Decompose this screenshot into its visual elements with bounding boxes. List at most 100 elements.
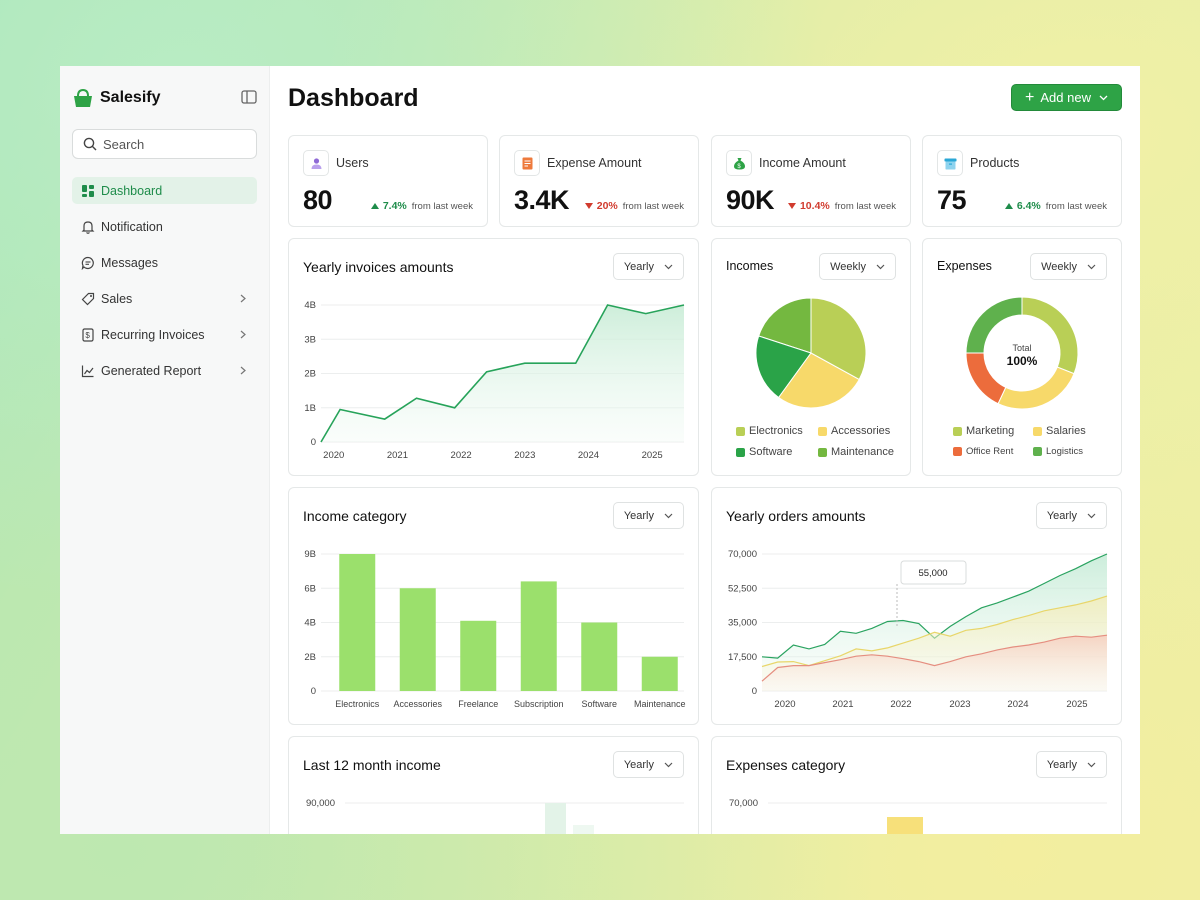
card-title: Incomes: [726, 259, 774, 273]
legend-swatch: [953, 426, 962, 436]
pie-slice: [755, 335, 812, 399]
legend-label: Maintenance: [831, 446, 894, 458]
incomes-card: Incomes Weekly Electronics Accessories S…: [711, 238, 911, 476]
legend-swatch: [953, 447, 962, 456]
series-line: [761, 595, 1108, 668]
search-input[interactable]: [103, 136, 243, 152]
pie-slice: [810, 297, 867, 381]
sidebar-item-messages[interactable]: Messages: [72, 249, 257, 276]
period-dropdown[interactable]: Yearly: [612, 253, 684, 280]
x-tick-label: 2024: [578, 450, 599, 461]
sidebar-item-label: Messages: [101, 255, 158, 270]
x-tick-label: 2023: [514, 450, 535, 461]
legend-label: Salaries: [1046, 425, 1086, 437]
income-category-card: Income category Yearly 0 2B 4B 6B 9B Electron…: [288, 487, 699, 725]
yearly-orders-card: Yearly orders amounts Yearly 0 17,500 35,0…: [711, 487, 1122, 725]
chevron-down-icon: [1099, 95, 1108, 100]
stat-card-products: Products 75 6.4% from last week: [922, 135, 1122, 227]
stat-value: 3.4K: [514, 185, 570, 215]
sidebar-item-sales[interactable]: Sales: [72, 285, 257, 312]
brand[interactable]: Salesify: [72, 84, 257, 112]
area-fill: [762, 635, 1107, 691]
legend-label: Accessories: [831, 425, 891, 437]
chevron-right-icon: [240, 330, 246, 339]
pie-slice: [965, 352, 1007, 405]
stat-delta: 10.4% from last week: [787, 200, 896, 212]
chevron-right-icon: [240, 366, 246, 375]
bar: [581, 622, 618, 691]
sidebar-item-dashboard[interactable]: Dashboard: [72, 177, 257, 204]
legend-item: Salaries: [1033, 425, 1086, 437]
x-tick-label: 2020: [323, 450, 344, 461]
card-title: Expenses category: [726, 757, 846, 773]
stat-delta: 20% from last week: [584, 200, 684, 212]
yearly-invoices-chart: 0 1B 2B 3B 4B 2020 2021 2022 2023 2024 2025: [304, 300, 685, 461]
pie-slice: [1021, 296, 1079, 375]
sidebar-item-label: Generated Report: [101, 363, 202, 378]
x-tick-label: 2020: [774, 699, 795, 710]
sidebar-collapse-icon[interactable]: [241, 90, 257, 104]
x-tick-label: Subscription: [514, 699, 564, 709]
y-tick-label: 70,000: [728, 549, 757, 560]
x-tick-label: Freelance: [458, 699, 498, 709]
legend-swatch: [736, 447, 745, 457]
grid-icon: [82, 184, 94, 197]
triangle-up-icon: [1004, 203, 1013, 209]
brand-name: Salesify: [100, 89, 161, 106]
expenses-category-chart: 70,000: [729, 798, 1107, 834]
legend-item: Electronics: [736, 425, 803, 437]
y-tick-label: 90,000: [306, 798, 335, 809]
stat-card-income-amount: $ Income Amount 90K 10.4% from last week: [711, 135, 911, 227]
stat-value: 75: [937, 185, 967, 215]
period-dropdown[interactable]: Yearly: [1035, 751, 1107, 778]
legend-label: Software: [749, 446, 793, 458]
y-tick-label: 70,000: [729, 798, 758, 809]
period-dropdown[interactable]: Weekly: [819, 253, 896, 280]
search-icon: [83, 137, 97, 151]
sidebar-item-notification[interactable]: Notification: [72, 213, 257, 240]
period-dropdown[interactable]: Yearly: [612, 502, 684, 529]
triangle-down-icon: [584, 203, 593, 209]
legend-swatch: [1033, 426, 1042, 436]
x-tick-label: 2024: [1007, 699, 1028, 710]
pie-slice: [758, 297, 812, 354]
stat-delta: 6.4% from last week: [1004, 200, 1107, 212]
period-dropdown[interactable]: Yearly: [1035, 502, 1107, 529]
bar: [641, 656, 678, 691]
add-new-label: Add new: [1040, 90, 1091, 105]
legend-item: Maintenance: [818, 446, 894, 458]
y-tick-label: 1B: [304, 403, 316, 414]
bar: [460, 620, 497, 691]
yearly-invoices-card: Yearly invoices amounts Yearly 0 1B 2B 3B 4B…: [288, 238, 699, 476]
period-dropdown[interactable]: Weekly: [1030, 253, 1107, 280]
y-tick-label: 9B: [304, 549, 316, 560]
dropdown-value: Weekly: [1041, 260, 1077, 273]
app-window: Salesify Dashboard: [60, 66, 1140, 834]
invoice-icon: $: [82, 327, 94, 342]
tooltip-value: 55,000: [918, 568, 947, 579]
legend-label: Logistics: [1046, 446, 1083, 457]
dropdown-value: Yearly: [1046, 758, 1077, 771]
legend-swatch: [1033, 447, 1042, 456]
bar: [545, 803, 566, 834]
last-12-month-income-card: Last 12 month income Yearly 90,000: [288, 736, 699, 834]
last-12-month-chart: 90,000: [306, 798, 684, 834]
x-tick-label: 2023: [949, 699, 970, 710]
legend-item: Software: [736, 446, 792, 458]
x-tick-label: 2022: [890, 699, 911, 710]
sidebar-item-generated-report[interactable]: Generated Report: [72, 357, 257, 384]
add-new-button[interactable]: + Add new: [1011, 84, 1122, 111]
basket-logo-icon: [74, 88, 92, 107]
x-tick-label: 2022: [451, 450, 472, 461]
stat-delta-value: 10.4%: [799, 200, 830, 212]
legend-label: Electronics: [749, 425, 803, 437]
period-dropdown[interactable]: Yearly: [612, 751, 684, 778]
incomes-pie-chart: [755, 297, 867, 409]
search-box: [72, 129, 257, 159]
main-content: Dashboard + Add new Users 80 7.4% from: [270, 66, 1140, 834]
y-tick-label: 0: [752, 686, 757, 697]
stat-value: 90K: [726, 185, 775, 215]
sidebar-item-recurring-invoices[interactable]: $ Recurring Invoices: [72, 321, 257, 348]
x-tick-label: 2021: [387, 450, 408, 461]
triangle-up-icon: [370, 203, 379, 209]
